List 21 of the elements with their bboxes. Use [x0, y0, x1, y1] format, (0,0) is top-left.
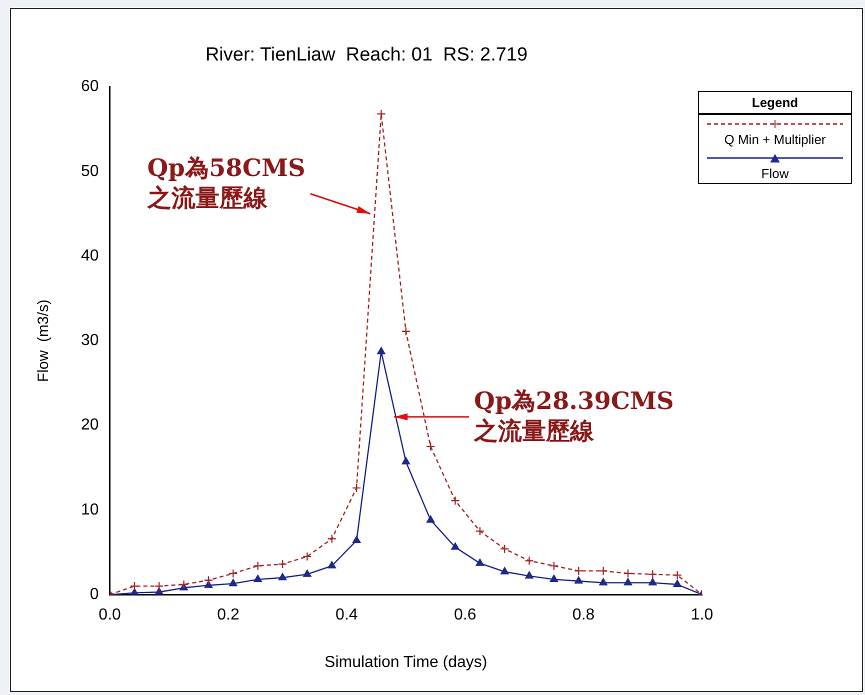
y-tick-label: 30 [81, 332, 99, 350]
y-tick-label: 40 [81, 247, 99, 264]
y-tick-label: 20 [81, 416, 99, 434]
x-axis-title: Simulation Time (days) [324, 654, 488, 671]
y-tick-label: 50 [81, 162, 99, 180]
y-tick-label: 60 [81, 78, 99, 96]
legend-label: Q Min + Multiplier [723, 132, 827, 146]
x-tick-label: 0.4 [336, 606, 358, 624]
legend-label: Flow [760, 166, 790, 180]
x-tick-label: 0.8 [572, 606, 595, 624]
x-tick-label: 1.0 [690, 606, 714, 624]
y-axis-title: Flow (m3/s) [35, 299, 52, 382]
chart-title: River: TienLiaw Reach: 01 RS: 2.719 [205, 44, 528, 66]
x-tick-label: 0.6 [454, 606, 476, 624]
legend-title: Legend [750, 94, 800, 112]
annotation: Qp為28.39CMS 之流量歷線 [473, 386, 674, 446]
y-tick-label: 0 [90, 586, 99, 604]
annotation: Qp為58CMS 之流量歷線 [146, 152, 306, 212]
y-tick-label: 10 [81, 501, 99, 518]
x-tick-label: 0.0 [98, 606, 122, 624]
x-tick-label: 0.2 [217, 606, 240, 624]
